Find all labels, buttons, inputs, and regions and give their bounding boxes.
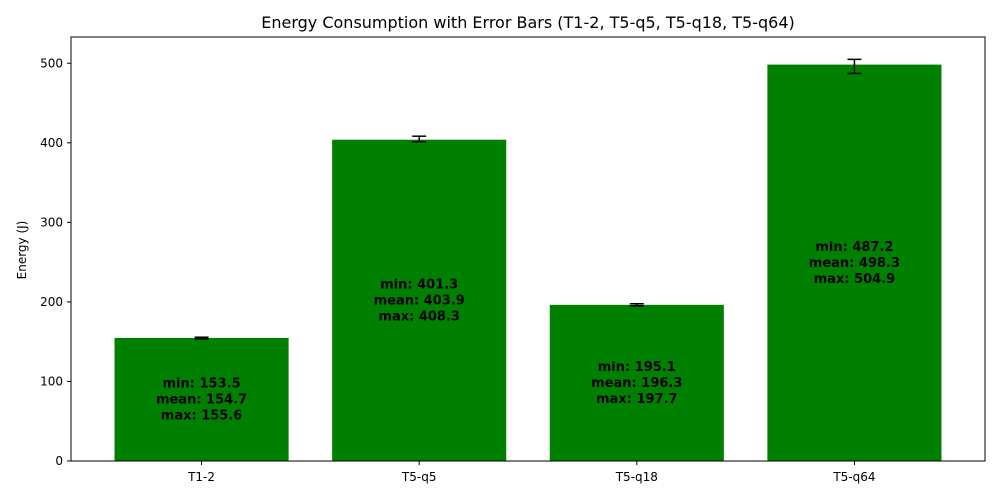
bar	[114, 337, 289, 461]
y-axis-label: Energy (J)	[15, 221, 29, 280]
bar-data-label: mean: 498.3	[809, 256, 900, 271]
y-tick-label: 500	[40, 56, 63, 70]
bar-data-label: max: 408.3	[378, 309, 460, 324]
x-tick-label: T1-2	[187, 470, 215, 484]
x-tick-label: T5-q5	[401, 470, 437, 484]
x-tick-label: T5-q64	[832, 470, 875, 484]
bar	[767, 64, 942, 461]
bar-data-label: mean: 403.9	[374, 293, 465, 308]
bar-data-label: min: 195.1	[598, 360, 676, 375]
x-tick-label: T5-q18	[615, 470, 658, 484]
y-tick-label: 300	[40, 215, 63, 229]
bar-data-label: mean: 196.3	[591, 376, 682, 391]
bar-data-label: max: 197.7	[596, 392, 678, 407]
bar-data-label: min: 487.2	[815, 240, 893, 255]
bar	[332, 139, 507, 462]
bar-data-label: max: 504.9	[814, 272, 896, 287]
y-tick-label: 0	[55, 454, 63, 468]
bar-data-label: mean: 154.7	[156, 392, 247, 407]
bar-data-label: min: 153.5	[163, 376, 241, 391]
bar-data-label: max: 155.6	[161, 408, 243, 423]
bar-data-label: min: 401.3	[380, 277, 458, 292]
chart-title: Energy Consumption with Error Bars (T1-2…	[261, 13, 795, 32]
y-tick-label: 200	[40, 295, 63, 309]
bar	[549, 304, 724, 461]
y-tick-label: 400	[40, 136, 63, 150]
y-tick-label: 100	[40, 374, 63, 388]
plot-frame	[70, 36, 986, 462]
